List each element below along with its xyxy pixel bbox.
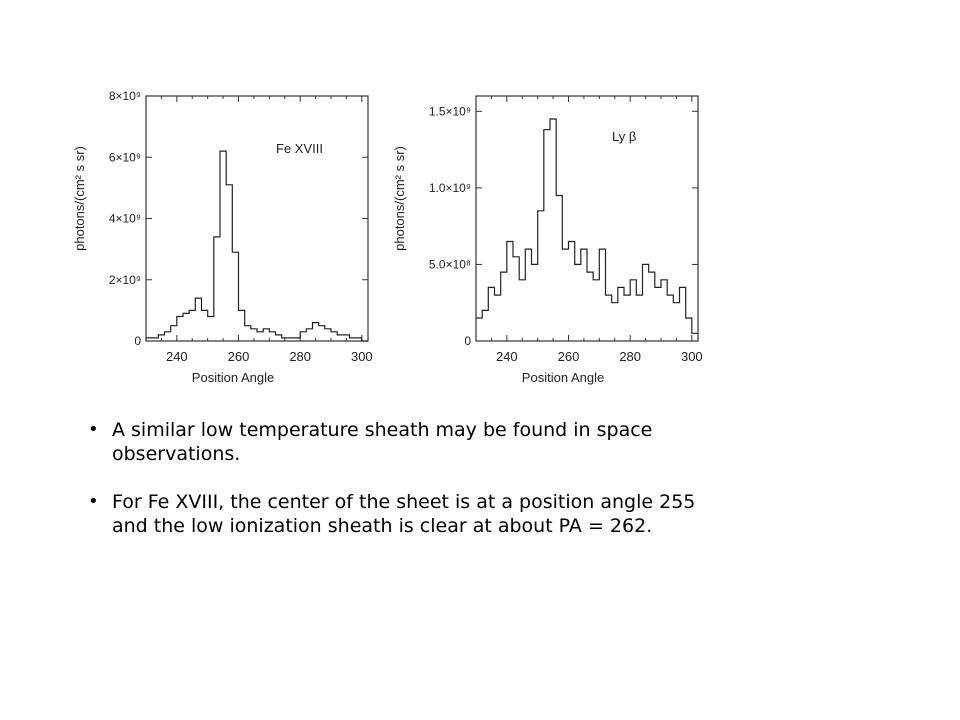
y-tick-label: 5.0×10⁸	[429, 257, 471, 271]
y-axis-label: photons/(cm² s sr)	[72, 146, 87, 251]
x-axis-label: Position Angle	[192, 370, 274, 385]
bullet-dot-icon: •	[88, 491, 99, 512]
series-step-line	[146, 150, 368, 342]
series-step-line	[476, 118, 698, 334]
x-tick-label: 260	[558, 349, 580, 364]
bullet-item-2: • For Fe XVIII, the center of the sheet …	[88, 490, 728, 538]
bullet-text-2: For Fe XVIII, the center of the sheet is…	[112, 491, 696, 537]
plot-frame	[475, 95, 699, 342]
y-tick-label: 8×10⁹	[109, 89, 141, 103]
y-tick-label: 4×10⁹	[109, 212, 141, 226]
legend-label: Ly β	[612, 129, 636, 144]
plots-area: 240 260 280 300 0 2×10⁹ 4×10⁹ 6×10⁹ 8×10⁹ Positio…	[72, 89, 703, 385]
y-tick-label: 1.0×10⁹	[429, 181, 471, 195]
bullet-item-1: • A similar low temperature sheath may b…	[88, 418, 728, 466]
legend-label: Fe XVIII	[276, 141, 323, 156]
x-tick-label: 260	[228, 349, 250, 364]
x-axis-label: Position Angle	[522, 370, 604, 385]
y-tick-label: 1.5×10⁹	[429, 104, 471, 118]
fe-xviii-chart: 240 260 280 300 0 2×10⁹ 4×10⁹ 6×10⁹ 8×10⁹ Positio…	[72, 89, 373, 385]
ly-beta-chart: 240 260 280 300 0 5.0×10⁸ 1.0×10⁹ 1.5×10⁹ Positi…	[392, 95, 703, 385]
x-tick-label: 300	[351, 349, 373, 364]
bullet-dot-icon: •	[88, 419, 99, 440]
bullet-list: • A similar low temperature sheath may b…	[88, 418, 728, 562]
plot-frame	[145, 95, 369, 342]
y-tick-label: 6×10⁹	[109, 150, 141, 164]
x-tick-label: 300	[681, 349, 703, 364]
bullet-text-1: A similar low temperature sheath may be …	[112, 419, 653, 465]
x-tick-label: 240	[166, 349, 188, 364]
x-tick-label: 280	[619, 349, 641, 364]
x-tick-label: 240	[496, 349, 518, 364]
y-axis-label: photons/(cm² s sr)	[392, 146, 407, 251]
y-tick-label: 2×10⁹	[109, 273, 141, 287]
y-tick-label: 0	[134, 334, 141, 348]
x-tick-label: 280	[289, 349, 311, 364]
y-tick-label: 0	[464, 334, 471, 348]
